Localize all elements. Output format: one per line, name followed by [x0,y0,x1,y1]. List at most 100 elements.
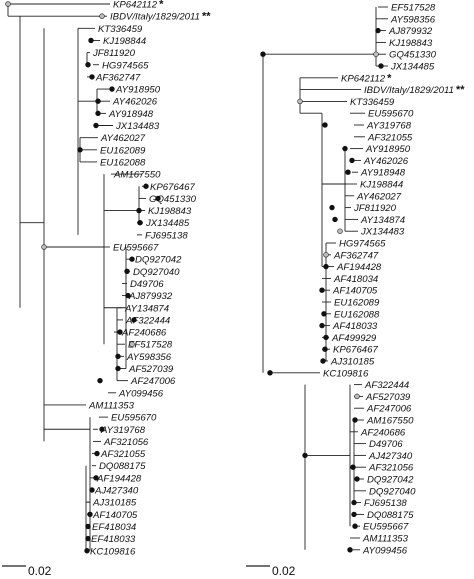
left-taxon-label: AF321056 [103,437,149,448]
right-taxon-label: AY462026 [363,156,409,167]
left-taxon-label: EU162089 [100,145,146,156]
left-support-node-filled [125,292,131,299]
left-taxon-label: AF247006 [130,376,176,387]
left-taxon-label: EU595667 [113,243,159,254]
left-taxon-label: IBDV/Italy/1829/2011 [110,12,200,23]
right-taxon-label: KP642112 [341,73,386,84]
right-star-marker: ** [456,84,465,96]
left-taxon-label: AY319768 [100,425,146,436]
left-taxon-label: AM167550 [113,170,161,181]
right-taxon-label: AM111353 [362,534,409,545]
left-support-node-filled [84,548,90,554]
right-support-node-filled [323,263,329,270]
right-support-node-filled [378,63,384,69]
left-scale-label: 0.02 [28,564,52,578]
left-taxon-label: AF194428 [96,473,142,484]
left-taxon-label: AF527039 [128,364,174,375]
right-taxon-label: AF140705 [332,286,378,297]
left-phylogenetic-tree: KP642112 *IBDV/Italy/1829/2011 **KT336459K… [5,0,211,557]
right-taxon-label: KC109816 [323,368,369,379]
left-taxon-label: AY598356 [126,352,172,363]
left-taxon-label: AF140705 [92,510,138,521]
left-scale-bar: 0.02 [2,564,52,578]
left-taxon-label: DQ927040 [133,267,180,278]
left-star-marker: ** [202,11,211,23]
left-taxon-label: AF322444 [125,315,170,326]
left-taxon-label: EF517528 [128,340,173,351]
right-support-node-filled [322,346,328,352]
left-support-node-filled [115,353,121,360]
right-taxon-label: HG974565 [339,239,386,250]
right-support-node-filled [345,169,351,175]
left-support-node-filled [85,523,91,530]
right-support-node-filled [352,523,358,529]
right-support-node-filled [329,204,335,211]
right-taxon-label: D49706 [369,439,403,450]
right-taxon-label: AJ879932 [388,26,433,37]
left-taxon-label: AY462027 [100,133,146,144]
right-taxon-label: AF321056 [368,463,414,474]
right-taxon-label: AF418034 [333,274,378,285]
left-support-node-filled [85,535,91,542]
left-taxon-label: KP642112 [113,0,158,11]
right-taxon-label: AY918948 [360,168,406,179]
left-taxon-label: AY918948 [108,109,154,120]
right-taxon-label: KP676467 [333,345,378,356]
right-support-node-open [373,51,379,57]
left-support-node-filled [93,475,99,481]
left-taxon-label: EU162088 [100,157,146,168]
right-taxon-label: JX134483 [360,227,405,238]
right-support-node-open [354,393,360,400]
left-support-node-filled [95,98,101,104]
right-taxon-label: AJ427340 [368,451,413,462]
right-taxon-label: EU162088 [334,309,380,320]
right-taxon-label: KT336459 [350,97,395,108]
right-support-node-filled [375,27,381,34]
right-scale-bar: 0.02 [246,564,296,578]
right-support-node-open [297,98,303,105]
left-taxon-label: DQ088175 [99,461,146,472]
left-taxon-label: AM111353 [88,400,135,411]
right-taxon-label: DQ927040 [369,486,416,497]
right-taxon-label: AY099456 [362,545,408,556]
left-taxon-label: EU595670 [111,413,157,424]
right-taxon-label: EF517528 [391,3,436,14]
left-support-node-filled [88,37,94,44]
right-support-node-filled [347,547,353,553]
right-taxon-label: AY319768 [366,121,412,132]
right-taxon-label: AF194428 [336,262,382,273]
left-support-node-filled [131,317,137,323]
right-support-node-filled [351,511,357,518]
right-support-node-filled [319,322,325,329]
left-support-node-open [129,341,135,347]
right-taxon-label: AF527039 [365,392,411,403]
right-taxon-label: EU595670 [368,109,414,120]
right-support-node-filled [302,452,308,459]
left-taxon-label: AF362747 [95,72,141,83]
right-scale-label: 0.02 [272,564,296,578]
right-taxon-label: AM167550 [366,416,414,427]
left-support-node-filled [94,450,100,457]
right-taxon-label: AF322444 [364,380,409,391]
right-support-node-filled [350,464,356,470]
left-support-node-filled [115,365,121,372]
left-taxon-label: FJ695138 [145,230,188,241]
left-support-node-open [5,1,11,7]
left-taxon-label: AY099456 [118,388,164,399]
right-support-node-filled [352,417,358,423]
left-taxon-label: D49706 [130,279,164,290]
left-taxon-label: AJ427340 [94,486,139,497]
right-support-node-filled [320,358,326,364]
left-support-node-filled [93,122,99,129]
left-taxon-label: HG974565 [102,60,149,71]
right-taxon-label: DQ088175 [367,510,414,521]
left-support-node-filled [129,256,135,262]
right-taxon-label: KJ198843 [389,38,433,49]
left-taxon-label: JX134483 [115,121,160,132]
right-taxon-label: AY918950 [365,144,411,155]
right-taxon-label: JF811920 [353,203,397,214]
left-taxon-label: KJ198844 [103,36,146,47]
left-support-node-filled [109,86,115,92]
right-taxon-label: EU162089 [334,298,380,309]
left-taxon-label: KT336459 [98,24,143,35]
